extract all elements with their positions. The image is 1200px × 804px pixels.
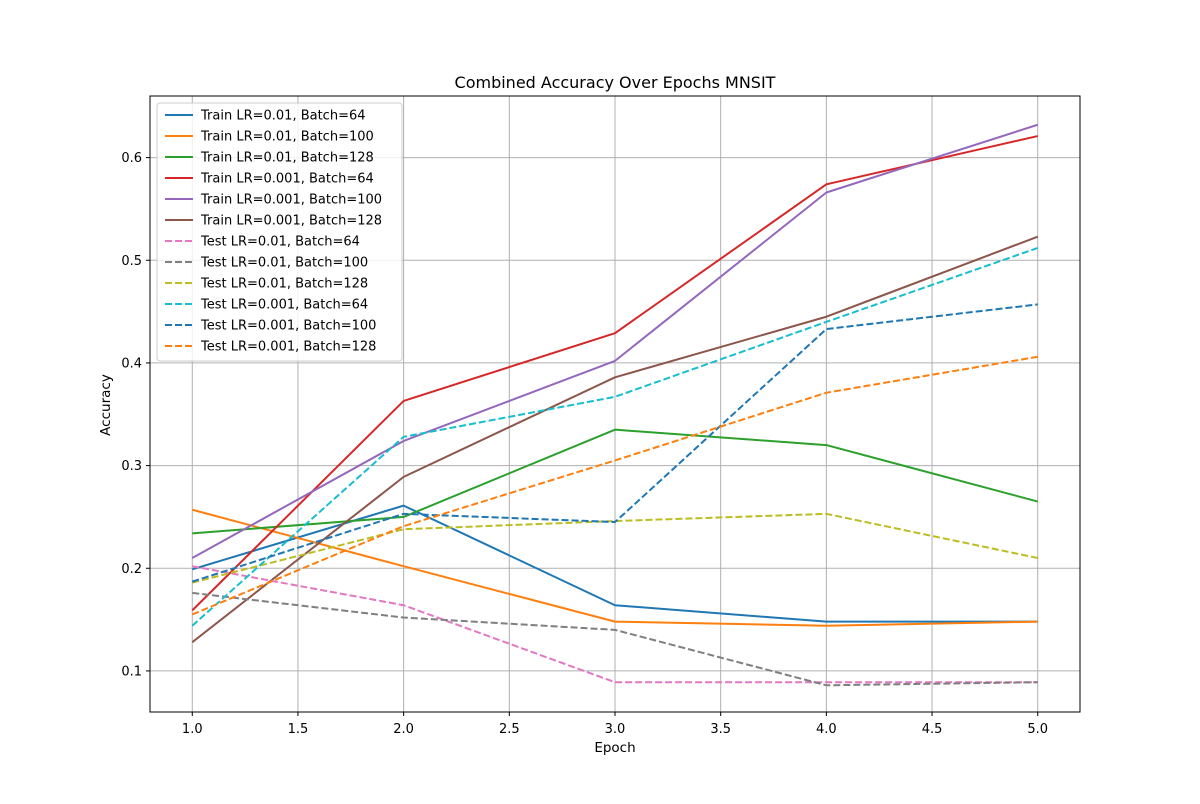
x-tick-label: 4.0 xyxy=(816,722,837,737)
series-lines xyxy=(191,123,1039,687)
chart-title: Combined Accuracy Over Epochs MNSIT xyxy=(455,73,776,92)
y-tick-label: 0.6 xyxy=(121,151,142,166)
series-line-5 xyxy=(191,123,1039,559)
axes-ticks: 1.0 1.5 2.0 2.5 3.0 3.5 4.0 4.5 5.0 0.1 0.2 0.3 0.4 0… xyxy=(121,151,1048,737)
legend-entry: Test LR=0.001, Batch=128 xyxy=(200,340,376,355)
series-line-11 xyxy=(191,303,1038,583)
y-axis-label: Accuracy xyxy=(98,374,114,436)
legend-entry: Train LR=0.01, Batch=128 xyxy=(200,151,374,166)
legend-entry: Train LR=0.01, Batch=100 xyxy=(200,130,374,145)
x-tick-label: 3.5 xyxy=(710,722,731,737)
series-line-1 xyxy=(191,504,1038,623)
series-line-9 xyxy=(192,512,1038,584)
legend-entry: Test LR=0.001, Batch=64 xyxy=(200,298,368,313)
y-tick-label: 0.5 xyxy=(121,254,142,269)
legend: Train LR=0.01, Batch=64 Train LR=0.01, Ba… xyxy=(156,102,403,362)
legend-entry: Train LR=0.001, Batch=100 xyxy=(200,193,382,208)
x-tick-label: 5.0 xyxy=(1027,722,1048,737)
y-tick-label: 0.1 xyxy=(121,664,142,679)
legend-entry: Test LR=0.01, Batch=128 xyxy=(200,277,368,292)
x-tick-label: 1.0 xyxy=(182,722,203,737)
legend-entry: Train LR=0.01, Batch=64 xyxy=(200,109,366,124)
series-line-4 xyxy=(191,135,1038,612)
y-tick-label: 0.2 xyxy=(121,562,142,577)
series-line-8 xyxy=(192,591,1038,687)
legend-entry: Test LR=0.001, Batch=100 xyxy=(200,319,376,334)
y-tick-label: 0.4 xyxy=(121,356,142,371)
x-tick-label: 2.5 xyxy=(499,722,520,737)
x-tick-label: 4.5 xyxy=(922,722,943,737)
x-axis-label: Epoch xyxy=(594,740,635,756)
series-line-6 xyxy=(191,235,1039,643)
legend-entry: Test LR=0.01, Batch=100 xyxy=(200,256,368,271)
grid xyxy=(150,96,1080,712)
legend-entry: Train LR=0.001, Batch=128 xyxy=(200,214,382,229)
y-tick-label: 0.3 xyxy=(121,459,142,474)
series-line-7 xyxy=(192,565,1038,684)
x-tick-label: 1.5 xyxy=(288,722,309,737)
legend-entry: Test LR=0.01, Batch=64 xyxy=(200,235,360,250)
series-line-12 xyxy=(191,355,1038,616)
legend-entry: Train LR=0.001, Batch=64 xyxy=(200,172,374,187)
legend-box xyxy=(156,102,403,362)
series-line-3 xyxy=(192,428,1038,535)
x-tick-label: 2.0 xyxy=(393,722,414,737)
x-tick-label: 3.0 xyxy=(605,722,626,737)
